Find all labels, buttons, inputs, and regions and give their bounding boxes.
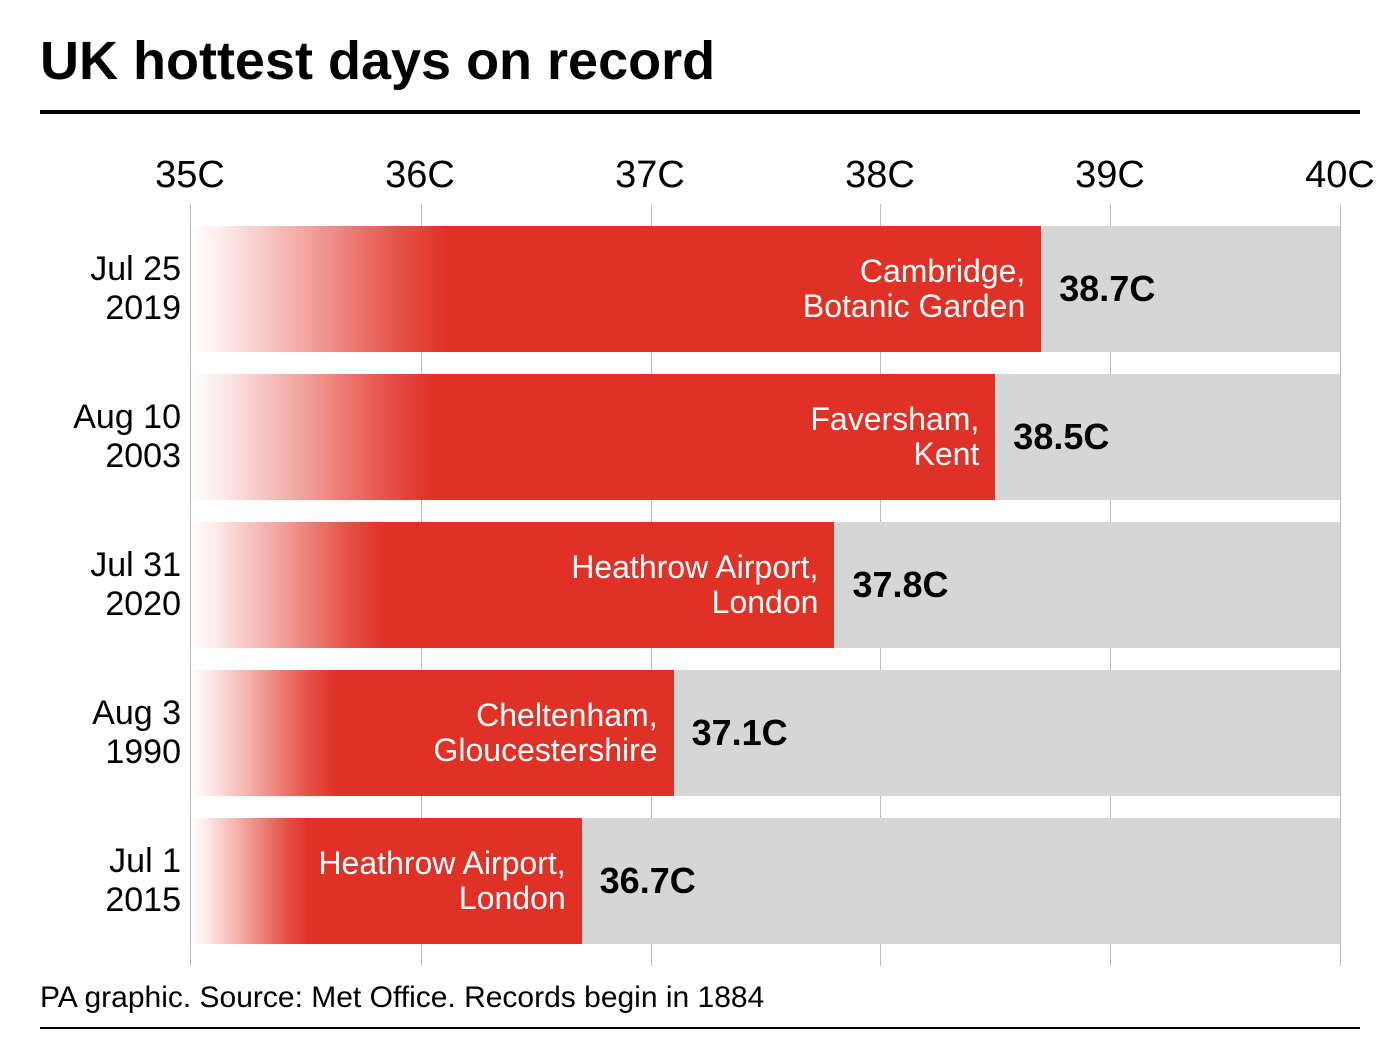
title-rule <box>40 110 1360 114</box>
bar-track: Cambridge, Botanic Garden 38.7C <box>191 226 1340 352</box>
date-line-1: Jul 31 <box>90 546 181 584</box>
bar-row: Jul 252019Cambridge, Botanic Garden38.7C <box>191 226 1340 352</box>
bar-track: Faversham, Kent 38.5C <box>191 374 1340 500</box>
bar-location-label: Cambridge, Botanic Garden <box>803 254 1025 324</box>
bar-row: Aug 31990Cheltenham, Gloucestershire37.1… <box>191 670 1340 796</box>
bar: Cambridge, Botanic Garden <box>191 226 1041 352</box>
date-label: Jul 12015 <box>31 842 181 920</box>
date-line-1: Aug 3 <box>92 694 181 732</box>
date-label: Aug 102003 <box>31 398 181 476</box>
date-line-2: 1990 <box>105 733 181 771</box>
date-line-2: 2019 <box>105 289 181 327</box>
bar: Heathrow Airport, London <box>191 522 834 648</box>
footer-rule <box>40 1027 1360 1029</box>
chart-footer: PA graphic. Source: Met Office. Records … <box>40 981 1360 1029</box>
bar-location-label: Heathrow Airport, London <box>571 550 818 620</box>
bar-row: Jul 12015Heathrow Airport, London36.7C <box>191 818 1340 944</box>
bar-value-label: 38.5C <box>1013 416 1109 458</box>
bar: Faversham, Kent <box>191 374 995 500</box>
bar-value-label: 36.7C <box>600 860 696 902</box>
x-axis-tick-label: 37C <box>615 154 685 197</box>
x-axis-tick-label: 38C <box>845 154 915 197</box>
bar-value-label: 38.7C <box>1059 268 1155 310</box>
bar-track: Heathrow Airport, London 36.7C <box>191 818 1340 944</box>
date-line-2: 2015 <box>105 881 181 919</box>
plot-area: Jul 252019Cambridge, Botanic Garden38.7C… <box>190 204 1340 966</box>
bar-location-label: Faversham, Kent <box>810 402 979 472</box>
date-line-2: 2020 <box>105 585 181 623</box>
bar: Cheltenham, Gloucestershire <box>191 670 674 796</box>
bar-value-label: 37.8C <box>852 564 948 606</box>
date-label: Jul 252019 <box>31 250 181 328</box>
bar-row: Jul 312020Heathrow Airport, London37.8C <box>191 522 1340 648</box>
chart-container: UK hottest days on record 35C 36C 37C 38C 39… <box>0 0 1400 1053</box>
bar-location-label: Heathrow Airport, London <box>318 846 565 916</box>
date-line-2: 2003 <box>105 437 181 475</box>
x-axis-tick-label: 40C <box>1305 154 1375 197</box>
gridline <box>1340 204 1341 966</box>
x-axis-tick-label: 36C <box>385 154 455 197</box>
chart-wrap: 35C36C37C38C39C40C Jul 252019Cambridge, … <box>190 154 1340 966</box>
x-axis-tick-label: 35C <box>155 154 225 197</box>
date-line-1: Jul 1 <box>109 842 181 880</box>
date-label: Aug 31990 <box>31 694 181 772</box>
chart-title: UK hottest days on record <box>40 30 1360 92</box>
x-axis-tick-label: 39C <box>1075 154 1145 197</box>
bar-track: Cheltenham, Gloucestershire 37.1C <box>191 670 1340 796</box>
bar: Heathrow Airport, London <box>191 818 582 944</box>
date-label: Jul 312020 <box>31 546 181 624</box>
bar-value-label: 37.1C <box>692 712 788 754</box>
bar-track: Heathrow Airport, London 37.8C <box>191 522 1340 648</box>
date-line-1: Aug 10 <box>73 398 181 436</box>
bar-row: Aug 102003Faversham, Kent38.5C <box>191 374 1340 500</box>
source-text: PA graphic. Source: Met Office. Records … <box>40 981 1360 1015</box>
x-axis-labels: 35C36C37C38C39C40C <box>190 154 1340 204</box>
date-line-1: Jul 25 <box>90 250 181 288</box>
bar-location-label: Cheltenham, Gloucestershire <box>433 698 657 768</box>
